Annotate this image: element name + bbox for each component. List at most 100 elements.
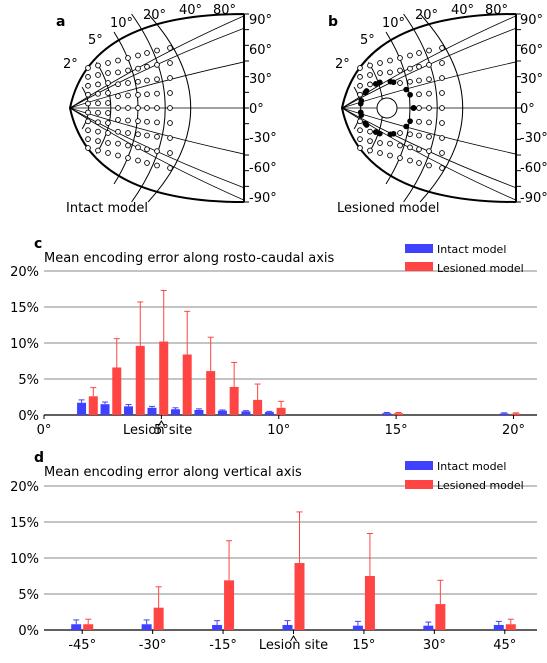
polar-label: -90° (249, 191, 277, 206)
rf-center (144, 50, 150, 56)
rf-center (377, 140, 383, 146)
rf-center (407, 65, 413, 72)
rf-center (125, 55, 131, 61)
polar-label: -60° (249, 161, 277, 176)
rf-center (367, 128, 373, 135)
rf-center (125, 117, 131, 124)
rf-center (125, 92, 131, 99)
rf-center (439, 165, 445, 171)
polar-label: 30° (520, 72, 543, 87)
bar-intact (71, 624, 82, 630)
y-tick-labels: 0% 5% 10% 15% 20% (10, 265, 39, 424)
rf-center (105, 70, 111, 76)
rf-center (439, 75, 445, 81)
rf-center (387, 152, 393, 159)
bar-lesioned (435, 604, 446, 630)
legend-swatch-lesioned (405, 480, 433, 489)
bars (77, 289, 521, 415)
bar-intact (352, 625, 363, 630)
rf-center (407, 118, 413, 125)
polar-label: -30° (520, 131, 547, 146)
ecc-label: 80° (213, 3, 236, 18)
rf-center (439, 60, 445, 66)
polar-angle-labels: 90° 60° 30° 0° -30° -60° -90° (249, 13, 277, 206)
rf-center (416, 146, 422, 153)
x-tick-labels: 0° 5° 10° 15° 20° (37, 415, 525, 438)
legend-label-lesioned: Lesioned model (437, 262, 524, 275)
rf-center (154, 105, 160, 111)
rf-center (144, 118, 150, 125)
rf-center (125, 130, 131, 136)
rf-center (105, 100, 111, 106)
ecc-label: 40° (451, 3, 474, 18)
rf-center (85, 118, 91, 125)
rf-center (403, 123, 410, 130)
ecc-label: 2° (335, 57, 350, 72)
rf-center (115, 57, 121, 64)
rf-center (135, 144, 141, 151)
legend: Intact model Lesioned model (405, 460, 524, 492)
x-tick-label: Lesion site (259, 638, 328, 653)
rf-center (387, 69, 393, 76)
rf-center (439, 150, 445, 156)
bar-lesioned (224, 580, 235, 630)
bar-lesioned (112, 367, 122, 415)
bar-intact (141, 624, 152, 630)
polar-label: 90° (520, 13, 543, 28)
bar-intact (124, 406, 134, 415)
ecc-label: 10° (110, 16, 133, 31)
bar-lesioned (206, 371, 216, 415)
rf-center (357, 127, 363, 134)
rf-center (105, 130, 111, 136)
legend-swatch-intact (405, 244, 433, 253)
rf-center (95, 109, 101, 116)
panel-letter-c: c (34, 236, 43, 252)
y-tick-label: 10% (10, 552, 39, 567)
y-tick-label: 15% (10, 516, 39, 531)
rf-center (416, 91, 422, 98)
rf-center (439, 90, 445, 96)
rf-center (426, 105, 432, 111)
rf-center (95, 81, 101, 88)
rf-center (105, 120, 111, 126)
rf-center (125, 142, 131, 149)
visual-field-map-intact: 2° 5° 10° 20° 40° 80° 90° 60° 30° 0° -30… (63, 3, 277, 216)
rf-center (426, 76, 432, 83)
rf-center (416, 105, 422, 111)
bar-intact (282, 624, 293, 630)
bar-lesioned (182, 354, 192, 415)
x-tick-label: -45° (68, 638, 96, 653)
bar-lesioned (294, 563, 305, 630)
rf-center (416, 132, 422, 139)
rf-center (407, 144, 413, 151)
rf-center (390, 79, 397, 86)
rf-center (115, 93, 121, 99)
rf-center (397, 67, 403, 74)
rf-center (115, 117, 121, 123)
ecc-label: 5° (360, 33, 375, 48)
rf-center (357, 82, 363, 89)
bar-intact (382, 413, 392, 415)
rf-center (85, 136, 91, 142)
ecc-label: 40° (179, 3, 202, 18)
eccentricity-labels: 2° 5° 10° 20° 40° 80° (63, 3, 236, 72)
rf-center (105, 80, 111, 86)
rf-center (125, 105, 131, 111)
rf-center (144, 132, 150, 139)
bar-lesioned (364, 576, 375, 630)
gridlines (44, 270, 537, 416)
y-tick-label: 5% (18, 373, 39, 388)
rf-center (362, 89, 369, 96)
rf-center (387, 131, 394, 138)
rf-center (95, 138, 101, 144)
panel-letter-b: b (328, 14, 339, 30)
rf-center (362, 120, 369, 127)
rf-center (416, 63, 422, 70)
rf-center (357, 136, 363, 142)
rf-center (105, 90, 111, 96)
panel-letter-d: d (34, 450, 45, 466)
bar-intact (212, 624, 223, 630)
rf-center (407, 131, 413, 138)
bar-intact (100, 404, 110, 415)
ecc-label: 5° (88, 33, 103, 48)
